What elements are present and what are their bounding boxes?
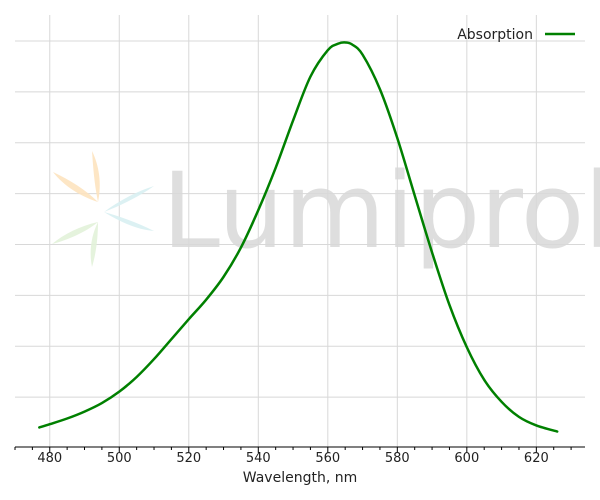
watermark-petal-bottom bbox=[52, 222, 98, 267]
x-tick-label: 560 bbox=[315, 451, 340, 466]
x-ticks: 480 500 520 540 560 580 600 620 bbox=[14, 447, 572, 466]
x-tick-label: 620 bbox=[524, 451, 549, 466]
x-tick-label: 580 bbox=[385, 451, 410, 466]
watermark-petal-right bbox=[104, 186, 154, 231]
watermark-text: Lumiprobe bbox=[162, 150, 600, 272]
x-tick-label: 540 bbox=[246, 451, 271, 466]
absorption-line bbox=[38, 41, 559, 433]
x-tick-label: 500 bbox=[107, 451, 132, 466]
grid bbox=[15, 15, 585, 447]
watermark-petal-top bbox=[53, 151, 100, 202]
x-tick-label: 600 bbox=[454, 451, 479, 466]
x-axis-label: Wavelength, nm bbox=[243, 470, 357, 486]
x-tick-label: 480 bbox=[37, 451, 62, 466]
x-tick-label: 520 bbox=[176, 451, 201, 466]
legend-label-absorption: Absorption bbox=[457, 27, 533, 43]
legend: Absorption bbox=[457, 27, 575, 43]
lumiprobe-watermark: Lumiprobe bbox=[52, 150, 600, 272]
